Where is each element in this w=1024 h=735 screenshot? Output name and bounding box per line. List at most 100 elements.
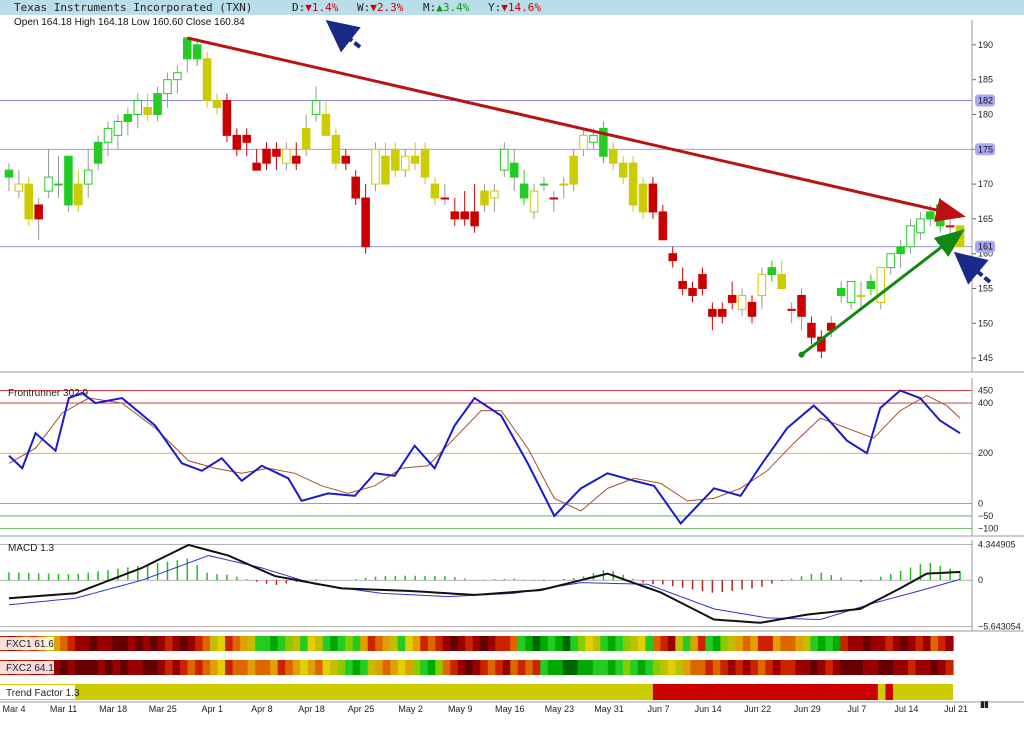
- uptrend-anchor-dot: [798, 351, 805, 358]
- heat-cell: [585, 636, 594, 651]
- candle-body: [74, 183, 83, 206]
- candle-body: [262, 148, 271, 164]
- x-tick-label: May 23: [545, 704, 575, 714]
- heat-cell: [127, 636, 136, 651]
- candle-body: [153, 93, 162, 115]
- heat-cell: [405, 636, 414, 651]
- heat-cell: [217, 636, 226, 651]
- heat-cell: [67, 636, 76, 651]
- heat-label-bg: [0, 661, 54, 674]
- heat-cell: [97, 660, 106, 675]
- candle-body: [886, 253, 895, 269]
- candle-body: [192, 44, 202, 60]
- heat-cell: [712, 660, 721, 675]
- heat-cell: [840, 636, 849, 651]
- candle-body: [678, 281, 687, 289]
- heat-cell: [855, 660, 864, 675]
- candle: [460, 191, 469, 226]
- candle-body: [202, 58, 212, 102]
- candle: [668, 246, 678, 268]
- heat-cell: [892, 636, 902, 651]
- candle-body: [757, 274, 767, 296]
- heat-cell: [262, 660, 271, 675]
- candle: [906, 218, 915, 254]
- heat-cell: [270, 660, 279, 675]
- heat-cell: [690, 636, 699, 651]
- candle-body: [945, 225, 955, 228]
- candle-body: [559, 183, 569, 186]
- heat-cell: [570, 660, 579, 675]
- candle: [123, 107, 133, 136]
- heat-cell: [375, 660, 384, 675]
- candle-body: [569, 155, 578, 185]
- heat-cell: [930, 636, 939, 651]
- heat-cell: [120, 660, 129, 675]
- candle: [886, 253, 895, 275]
- heat-cell: [480, 660, 489, 675]
- heat-cell: [592, 636, 601, 651]
- heat-cell: [675, 636, 684, 651]
- heat-cell: [495, 660, 504, 675]
- heat-cell: [60, 636, 69, 651]
- candle-body: [509, 162, 519, 178]
- candle-body: [54, 183, 63, 186]
- heat-cell: [60, 660, 69, 675]
- candle: [609, 142, 618, 171]
- candle: [490, 184, 499, 212]
- heat-cell: [480, 636, 489, 651]
- yearly-change: Y:▼14.6%: [488, 1, 541, 14]
- heat-cell: [652, 636, 661, 651]
- heat-cell: [367, 660, 376, 675]
- candle: [371, 142, 380, 192]
- heat-cell: [382, 636, 391, 651]
- candle-body: [836, 287, 846, 296]
- heat-cell: [105, 660, 114, 675]
- candle: [648, 177, 658, 219]
- heat-cell: [825, 636, 834, 651]
- uptrend-line: [800, 229, 965, 356]
- price-tick-label: 150: [978, 318, 993, 328]
- heat-cell: [607, 660, 616, 675]
- x-tick-label: Apr 18: [298, 704, 325, 714]
- heat-cell: [675, 660, 684, 675]
- candle-body: [500, 148, 509, 171]
- heat-cell: [157, 660, 166, 675]
- candle: [133, 93, 143, 129]
- candle-body: [767, 267, 777, 276]
- x-tick-label: Mar 18: [99, 704, 127, 714]
- candle-body: [460, 211, 469, 220]
- pause-icon[interactable]: ▮▮: [980, 700, 989, 710]
- candle: [737, 288, 747, 317]
- candle-body: [183, 37, 192, 60]
- candle: [282, 142, 291, 171]
- candle: [301, 114, 311, 157]
- heat-cell: [195, 660, 204, 675]
- candle: [935, 198, 945, 233]
- heat-cell: [772, 636, 782, 651]
- candle-body: [301, 127, 311, 150]
- candle: [440, 184, 450, 205]
- heat-cell: [487, 660, 496, 675]
- heat-cell: [180, 660, 189, 675]
- candle: [767, 260, 777, 282]
- heat-cell: [307, 636, 316, 651]
- frontrunner-tick-label: −100: [978, 523, 998, 533]
- candle: [777, 260, 786, 289]
- heat-cell: [817, 636, 827, 651]
- candle: [698, 267, 707, 296]
- heat-cell: [577, 660, 586, 675]
- price-level-label: 175: [978, 144, 993, 154]
- heat-cell: [562, 660, 571, 675]
- candle-body: [658, 211, 668, 241]
- monthly-change: M:▲3.4%: [423, 1, 470, 14]
- heat-cell: [172, 636, 181, 651]
- heat-cell: [585, 660, 594, 675]
- heat-cell: [825, 660, 834, 675]
- candle: [817, 330, 826, 359]
- heat-cell: [810, 636, 819, 651]
- candle-body: [381, 155, 390, 185]
- candle: [708, 302, 717, 331]
- candle-body: [123, 113, 133, 122]
- heat-cell: [135, 660, 144, 675]
- candle-body: [638, 183, 648, 213]
